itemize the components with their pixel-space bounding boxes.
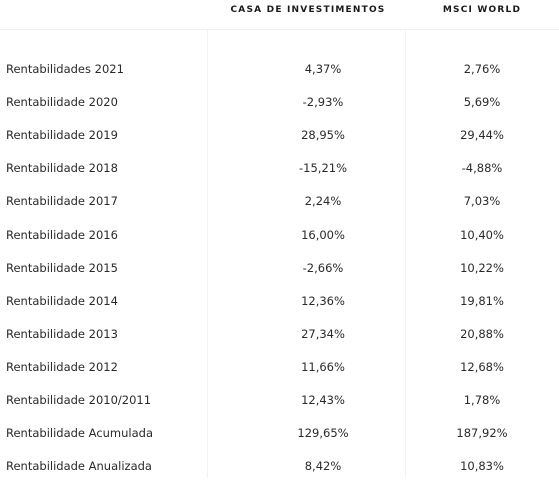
row-label: Rentabilidade 2013 (6, 327, 118, 341)
row-label: Rentabilidade 2015 (6, 261, 118, 275)
column-divider (207, 30, 208, 478)
column-header-casa-de-investimentos[interactable]: CASA DE INVESTIMENTOS (230, 5, 386, 15)
table-row: Rentabilidade 2020 -2,93% 5,69% (0, 87, 559, 120)
row-label: Rentabilidade 2020 (6, 95, 118, 109)
casa-de-investimentos-value: 4,37% (304, 62, 342, 76)
msci-world-value: 29,44% (460, 128, 504, 142)
casa-de-investimentos-value: -2,93% (302, 95, 344, 109)
row-label: Rentabilidade Anualizada (6, 459, 152, 473)
msci-world-value: 19,81% (460, 294, 504, 308)
msci-world-value: 10,22% (460, 261, 504, 275)
row-label: Rentabilidade Acumulada (6, 426, 154, 440)
column-divider (405, 30, 406, 478)
casa-de-investimentos-value: 12,43% (301, 393, 345, 407)
msci-world-value: 1,78% (463, 393, 501, 407)
table-header: CASA DE INVESTIMENTOS MSCI WORLD (0, 0, 559, 30)
casa-de-investimentos-value: -15,21% (299, 161, 347, 175)
row-label: Rentabilidade 2014 (6, 294, 118, 308)
casa-de-investimentos-value: 2,24% (304, 194, 342, 208)
table-row: Rentabilidade 2016 16,00% 10,40% (0, 220, 559, 253)
msci-world-value: 20,88% (460, 327, 504, 341)
header-divider (0, 29, 559, 30)
table-row: Rentabilidade 2015 -2,66% 10,22% (0, 253, 559, 286)
row-label: Rentabilidade 2018 (6, 161, 118, 175)
casa-de-investimentos-value: 129,65% (297, 426, 349, 440)
table-row: Rentabilidade 2013 27,34% 20,88% (0, 319, 559, 352)
row-label: Rentabilidade 2016 (6, 228, 118, 242)
row-label: Rentabilidade 2017 (6, 194, 118, 208)
casa-de-investimentos-value: 11,66% (301, 360, 345, 374)
casa-de-investimentos-value: 28,95% (301, 128, 345, 142)
msci-world-value: 10,40% (460, 228, 504, 242)
table-row: Rentabilidade Anualizada 8,42% 10,83% (0, 451, 559, 484)
casa-de-investimentos-value: 16,00% (301, 228, 345, 242)
casa-de-investimentos-value: 8,42% (304, 459, 342, 473)
table-row: Rentabilidade 2010/2011 12,43% 1,78% (0, 385, 559, 418)
msci-world-value: 187,92% (456, 426, 508, 440)
row-label: Rentabilidade 2010/2011 (6, 393, 152, 407)
row-label: Rentabilidade 2019 (6, 128, 118, 142)
msci-world-value: 10,83% (460, 459, 504, 473)
table-row: Rentabilidades 2021 4,37% 2,76% (0, 54, 559, 87)
table-row: Rentabilidade 2019 28,95% 29,44% (0, 120, 559, 153)
row-label: Rentabilidade 2012 (6, 360, 118, 374)
table-row: Rentabilidade 2014 12,36% 19,81% (0, 286, 559, 319)
msci-world-value: 5,69% (463, 95, 501, 109)
msci-world-value: -4,88% (461, 161, 503, 175)
msci-world-value: 12,68% (460, 360, 504, 374)
msci-world-value: 7,03% (463, 194, 501, 208)
msci-world-value: 2,76% (463, 62, 501, 76)
casa-de-investimentos-value: -2,66% (302, 261, 344, 275)
table-row: Rentabilidade 2018 -15,21% -4,88% (0, 153, 559, 186)
casa-de-investimentos-value: 12,36% (301, 294, 345, 308)
row-label: Rentabilidades 2021 (6, 62, 124, 76)
table-row: Rentabilidade 2012 11,66% 12,68% (0, 352, 559, 385)
table-row: Rentabilidade Acumulada 129,65% 187,92% (0, 418, 559, 451)
casa-de-investimentos-value: 27,34% (301, 327, 345, 341)
table-row: Rentabilidade 2017 2,24% 7,03% (0, 186, 559, 219)
column-header-msci-world[interactable]: MSCI WORLD (442, 5, 522, 15)
